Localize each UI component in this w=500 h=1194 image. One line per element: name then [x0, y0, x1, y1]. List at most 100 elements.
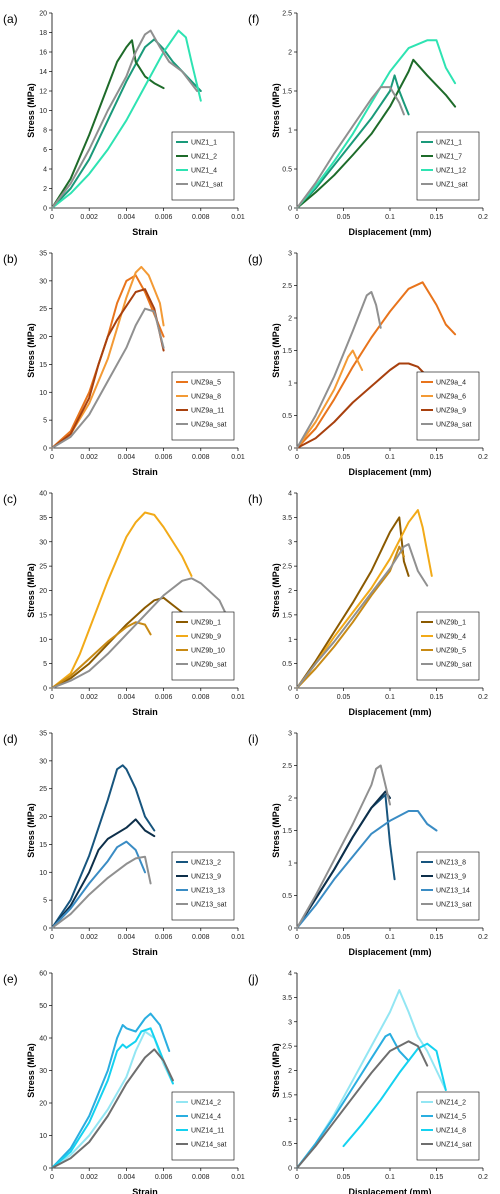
x-axis-label: Displacement (mm)	[348, 467, 431, 477]
series-line	[296, 545, 405, 689]
legend-label: UNZ9b_1	[436, 620, 466, 627]
series-line	[296, 74, 410, 209]
x-tick-label: 0	[50, 214, 54, 221]
y-tick-label: 35	[39, 515, 47, 522]
x-tick-label: 0.01	[231, 1174, 245, 1181]
x-tick-label: 0.05	[337, 694, 351, 701]
legend-label: UNZ1_1	[191, 140, 217, 147]
x-tick-label: 0.006	[155, 214, 173, 221]
y-tick-label: 20	[39, 588, 47, 595]
y-tick-label: 25	[39, 306, 47, 313]
series-line	[51, 764, 156, 929]
legend-label: UNZ9b_5	[436, 648, 466, 655]
legend-label: UNZ9b_sat	[436, 662, 471, 669]
legend-label: UNZ9a_5	[191, 380, 221, 387]
legend-label: UNZ9a_11	[191, 408, 224, 415]
x-tick-label: 0.002	[80, 694, 98, 701]
series-line	[51, 577, 230, 689]
series-line	[51, 1012, 171, 1169]
legend-label: UNZ1_sat	[436, 182, 468, 189]
x-tick-label: 0.002	[80, 1174, 98, 1181]
y-axis-label: Stress (MPa)	[26, 563, 36, 618]
x-axis-label: Strain	[132, 467, 158, 477]
y-tick-label: 12	[39, 89, 47, 96]
y-tick-label: 30	[39, 758, 47, 765]
panel-label: (h)	[248, 492, 263, 506]
legend-label: UNZ14_sat	[436, 1142, 471, 1149]
legend-label: UNZ14_4	[191, 1114, 221, 1121]
panel-label: (i)	[248, 732, 259, 746]
legend-label: UNZ13_9	[436, 874, 466, 881]
y-tick-label: 1.5	[282, 1092, 292, 1099]
legend-label: UNZ9b_10	[191, 648, 225, 655]
y-tick-label: 30	[39, 1068, 47, 1075]
series-line	[51, 29, 202, 209]
panel-label: (e)	[3, 972, 18, 986]
legend-label: UNZ13_2	[191, 860, 221, 867]
y-tick-label: 0	[43, 1166, 47, 1173]
y-axis-label: Stress (MPa)	[271, 83, 281, 138]
chart-panel: (g) 0 0.5 1 1.5 2 2.5 3 0 0.05 0.1 0.15 0.2 Displacem…	[248, 251, 488, 478]
x-tick-label: 0.1	[385, 214, 395, 221]
y-tick-label: 1	[288, 637, 292, 644]
legend-label: UNZ13_13	[191, 888, 225, 895]
legend-label: UNZ9b_9	[191, 634, 221, 641]
panel-label: (d)	[3, 732, 18, 746]
legend-label: UNZ1_2	[191, 154, 217, 161]
y-tick-label: 2	[288, 50, 292, 57]
series-line	[296, 39, 457, 209]
x-axis-label: Strain	[132, 1187, 158, 1194]
legend-label: UNZ13_sat	[436, 902, 471, 909]
panel-label: (c)	[3, 492, 17, 506]
x-axis-label: Displacement (mm)	[348, 227, 431, 237]
y-tick-label: 15	[39, 842, 47, 849]
x-tick-label: 0.1	[385, 454, 395, 461]
legend-label: UNZ14_8	[436, 1128, 466, 1135]
legend-box	[171, 371, 235, 441]
y-tick-label: 0.5	[282, 893, 292, 900]
legend-label: UNZ1_sat	[191, 182, 223, 189]
y-tick-label: 10	[39, 637, 47, 644]
y-tick-label: 15	[39, 362, 47, 369]
y-tick-label: 0	[43, 446, 47, 453]
legend-box	[416, 611, 480, 681]
y-tick-label: 20	[39, 1101, 47, 1108]
series-line	[296, 543, 429, 689]
legend-label: UNZ9a_9	[436, 408, 466, 415]
legend-box	[416, 851, 480, 921]
y-tick-label: 30	[39, 539, 47, 546]
legend-label: UNZ13_9	[191, 874, 221, 881]
panel-label: (f)	[248, 12, 259, 26]
x-tick-label: 0.2	[478, 214, 488, 221]
legend-box	[171, 851, 235, 921]
legend-label: UNZ1_1	[436, 140, 462, 147]
x-tick-label: 0.01	[231, 454, 245, 461]
y-tick-label: 8	[43, 128, 47, 135]
series-line	[296, 764, 391, 929]
x-tick-label: 0	[295, 1174, 299, 1181]
legend-label: UNZ1_7	[436, 154, 462, 161]
x-tick-label: 0	[295, 214, 299, 221]
chart-panel: (i) 0 0.5 1 1.5 2 2.5 3 0 0.05 0.1 0.15 0.2 Displacem…	[248, 731, 488, 958]
x-tick-label: 0.002	[80, 934, 98, 941]
legend-label: UNZ13_14	[436, 888, 470, 895]
legend-box	[416, 1091, 480, 1161]
y-tick-label: 3.5	[282, 515, 292, 522]
panel-label: (j)	[248, 972, 259, 986]
x-tick-label: 0.2	[478, 694, 488, 701]
chart-panel: (c) 0 5 10 15 20 25 30 35 40 0 0.002 0.004 0.006 0.008…	[3, 491, 245, 718]
x-axis-label: Displacement (mm)	[348, 1187, 431, 1194]
y-tick-label: 3	[288, 251, 292, 258]
series-line	[51, 818, 156, 929]
series-line	[51, 1027, 174, 1169]
x-tick-label: 0	[50, 454, 54, 461]
y-tick-label: 2.5	[282, 1044, 292, 1051]
legend-label: UNZ14_5	[436, 1114, 466, 1121]
series-line	[296, 281, 457, 449]
legend-label: UNZ9a_8	[191, 394, 221, 401]
y-tick-label: 0	[43, 206, 47, 213]
x-tick-label: 0.006	[155, 694, 173, 701]
series-line	[51, 840, 146, 929]
x-axis-label: Strain	[132, 707, 158, 717]
y-tick-label: 16	[39, 50, 47, 57]
